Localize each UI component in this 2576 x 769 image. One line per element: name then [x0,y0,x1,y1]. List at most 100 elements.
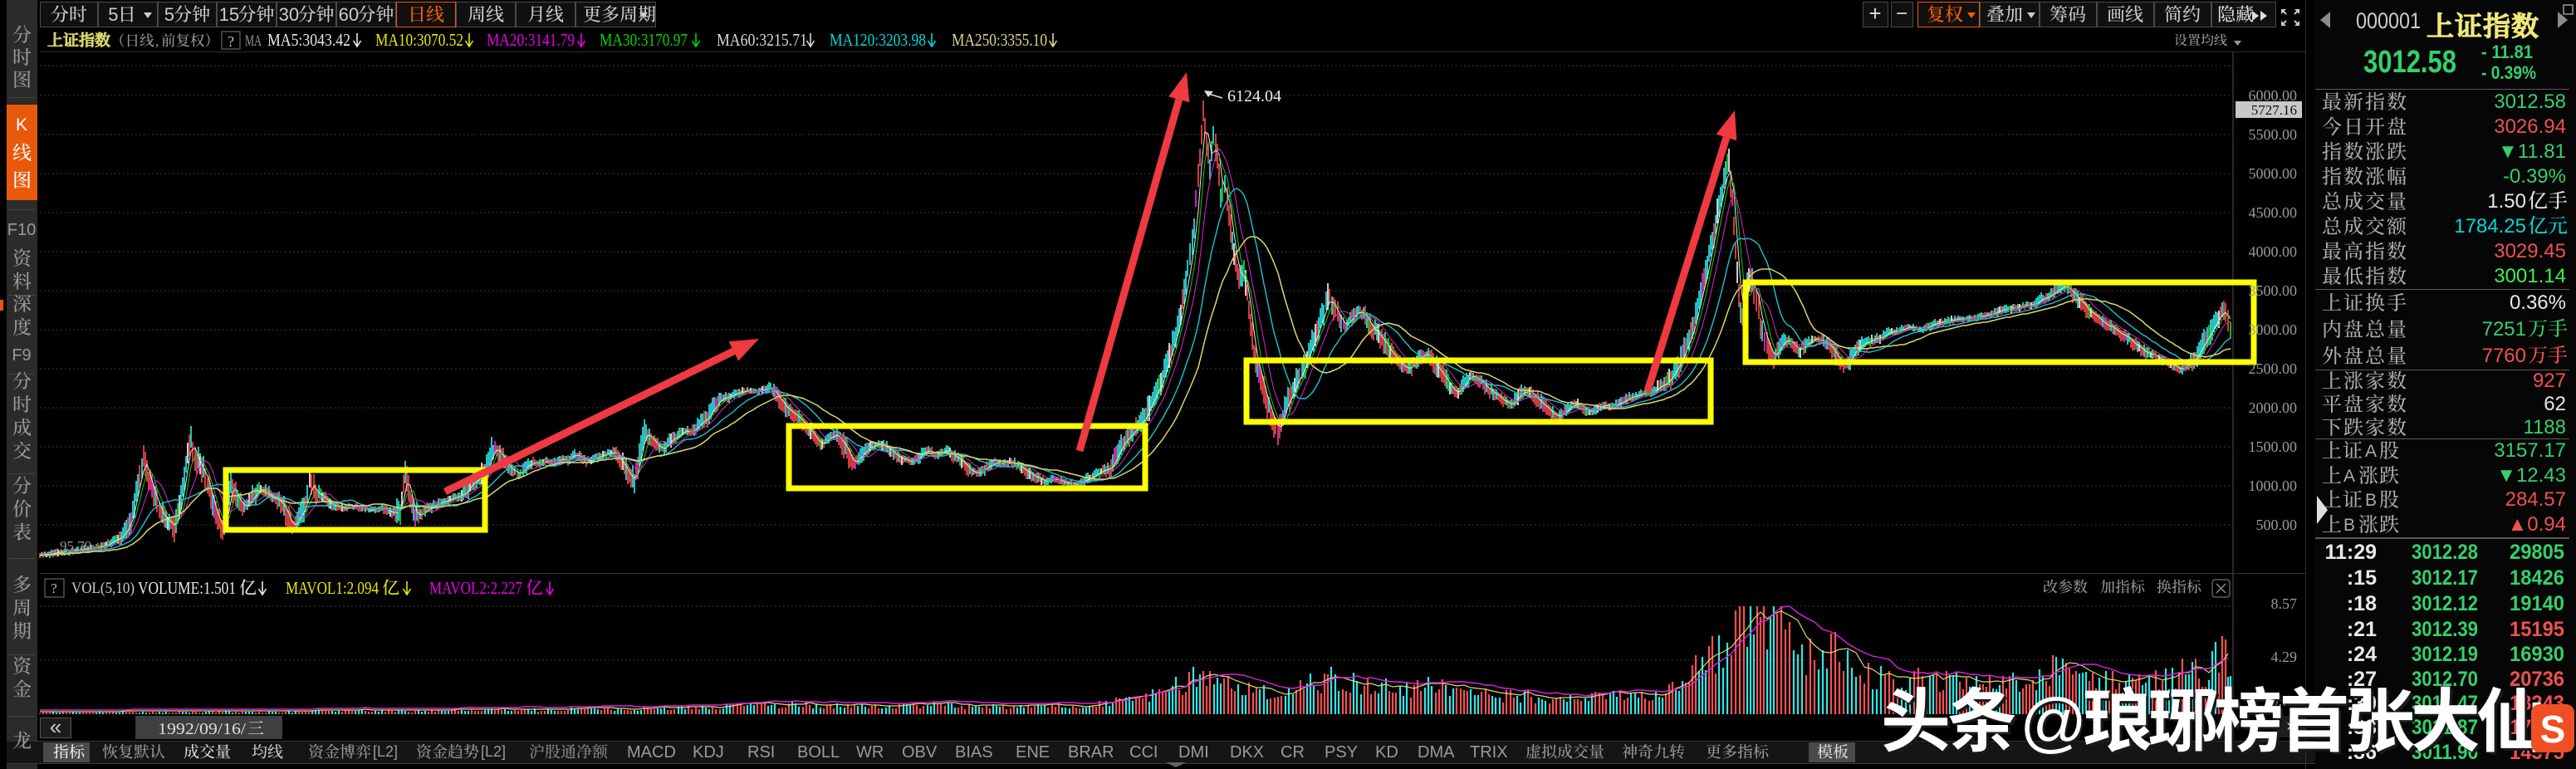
svg-text:MA20:3141.79: MA20:3141.79 [487,30,575,50]
svg-text:MA250:3355.10: MA250:3355.10 [952,30,1047,50]
svg-text:5000.00: 5000.00 [2249,165,2298,182]
svg-text:7251: 7251 [2482,318,2526,340]
svg-text:DKX: DKX [1230,743,1264,762]
svg-text:TRIX: TRIX [1470,743,1508,762]
svg-text:ENE: ENE [1016,743,1050,762]
svg-text:PSY: PSY [1325,743,1358,762]
svg-text:- 0.39%: - 0.39% [2481,62,2536,83]
svg-text:0.36%: 0.36% [2510,291,2566,314]
svg-text:▲0.94: ▲0.94 [2508,513,2566,536]
svg-text:3000.00: 3000.00 [2249,321,2298,338]
svg-text:[L2]: [L2] [481,743,506,760]
svg-text:KD: KD [1375,743,1398,762]
svg-text:CR: CR [1281,743,1305,762]
svg-text:6124.04: 6124.04 [1227,87,1281,105]
svg-text:7760: 7760 [2482,345,2526,367]
svg-text:95.79: 95.79 [60,538,91,554]
svg-text:DMI: DMI [1178,743,1209,762]
svg-text:20736: 20736 [2510,668,2564,691]
svg-text:CCI: CCI [1129,743,1158,762]
svg-text:1.50: 1.50 [2487,190,2526,213]
svg-text:F9: F9 [12,346,31,365]
svg-text:BRAR: BRAR [1068,743,1114,762]
svg-text:RSI: RSI [747,743,775,762]
svg-text:K: K [16,115,27,135]
svg-text:000001: 000001 [2356,8,2421,33]
svg-text:4.29: 4.29 [2271,649,2298,665]
svg-text:MA30:3170.97: MA30:3170.97 [600,30,688,50]
svg-text:927: 927 [2533,370,2566,392]
svg-text:KDJ: KDJ [693,743,724,762]
svg-text:3001.14: 3001.14 [2494,265,2566,287]
svg-text:18426: 18426 [2510,566,2564,590]
svg-text:3012.19: 3012.19 [2412,643,2478,666]
svg-text::21: :21 [2347,618,2377,641]
svg-text:3029.45: 3029.45 [2494,240,2566,262]
svg-text:1500.00: 1500.00 [2249,438,2298,455]
svg-text:MAVOL1:2.094: MAVOL1:2.094 [286,578,379,598]
svg-text:[L2]: [L2] [373,743,398,760]
svg-text:+: + [1868,1,1881,26]
svg-text:3012.17: 3012.17 [2412,566,2478,590]
svg-text:VOLUME:1.501: VOLUME:1.501 [138,578,236,598]
svg-text:?: ? [51,580,57,596]
svg-text:3500.00: 3500.00 [2249,282,2298,299]
svg-text:BIAS: BIAS [955,743,993,762]
svg-text:BOLL: BOLL [797,743,840,762]
svg-text:S: S [2540,708,2566,751]
svg-text:3012.39: 3012.39 [2412,618,2478,641]
svg-text:WR: WR [856,743,884,762]
svg-text:A: A [2365,442,2377,461]
svg-text:1000.00: 1000.00 [2249,478,2298,494]
svg-text:F10: F10 [7,221,36,239]
svg-text::27: :27 [2347,668,2377,691]
svg-text:▼11.81: ▼11.81 [2498,140,2566,163]
svg-text:15195: 15195 [2510,618,2564,641]
svg-text:1188: 1188 [2523,416,2566,438]
svg-text:MA10:3070.52: MA10:3070.52 [375,30,463,50]
svg-text:4000.00: 4000.00 [2249,243,2298,260]
svg-text:MA120:3203.98: MA120:3203.98 [830,30,926,50]
svg-text:-0.39%: -0.39% [2503,165,2566,188]
svg-text:29805: 29805 [2510,541,2564,564]
svg-text:OBV: OBV [902,743,938,762]
svg-text:?: ? [228,33,234,50]
svg-text:5: 5 [164,4,174,25]
svg-text:6000.00: 6000.00 [2249,87,2298,104]
svg-text:3157.17: 3157.17 [2494,439,2566,462]
svg-text:15: 15 [219,4,239,25]
svg-text:B: B [2365,491,2377,510]
svg-text:−: − [1896,2,1908,25]
svg-text:1784.25: 1784.25 [2454,215,2526,238]
svg-text:MACD: MACD [627,743,676,762]
svg-text:VOL(5,10): VOL(5,10) [71,580,135,597]
svg-text:A: A [2343,467,2355,486]
svg-text:MAVOL2:2.227: MAVOL2:2.227 [429,578,522,598]
svg-text:@: @ [2020,685,2087,759]
svg-text:3012.28: 3012.28 [2412,541,2478,564]
svg-text::24: :24 [2347,643,2377,666]
svg-text::15: :15 [2347,566,2377,590]
svg-text:5727.16: 5727.16 [2251,102,2297,118]
svg-text:30: 30 [279,4,299,25]
svg-text:5500.00: 5500.00 [2249,126,2298,143]
svg-text:4500.00: 4500.00 [2249,204,2298,221]
svg-text:2500.00: 2500.00 [2249,360,2298,377]
svg-text:5: 5 [108,4,118,25]
svg-text:16930: 16930 [2510,643,2564,666]
svg-text:60: 60 [339,4,359,25]
svg-text:▼12.43: ▼12.43 [2496,464,2566,487]
svg-text:- 11.81: - 11.81 [2481,42,2533,62]
svg-text:MA60:3215.71: MA60:3215.71 [717,30,807,50]
svg-text::18: :18 [2347,592,2377,615]
svg-text:1992/09/16/: 1992/09/16/ [158,720,246,738]
svg-text:3012.12: 3012.12 [2412,592,2478,615]
svg-text:3012.58: 3012.58 [2363,45,2456,80]
svg-text:8.57: 8.57 [2271,595,2298,612]
svg-text:@: @ [2021,688,2089,762]
svg-text:2000.00: 2000.00 [2249,399,2298,416]
svg-text:MA: MA [245,32,262,50]
svg-text:284.57: 284.57 [2505,488,2566,511]
svg-text:3012.58: 3012.58 [2494,91,2566,113]
svg-text:3026.94: 3026.94 [2494,115,2566,138]
